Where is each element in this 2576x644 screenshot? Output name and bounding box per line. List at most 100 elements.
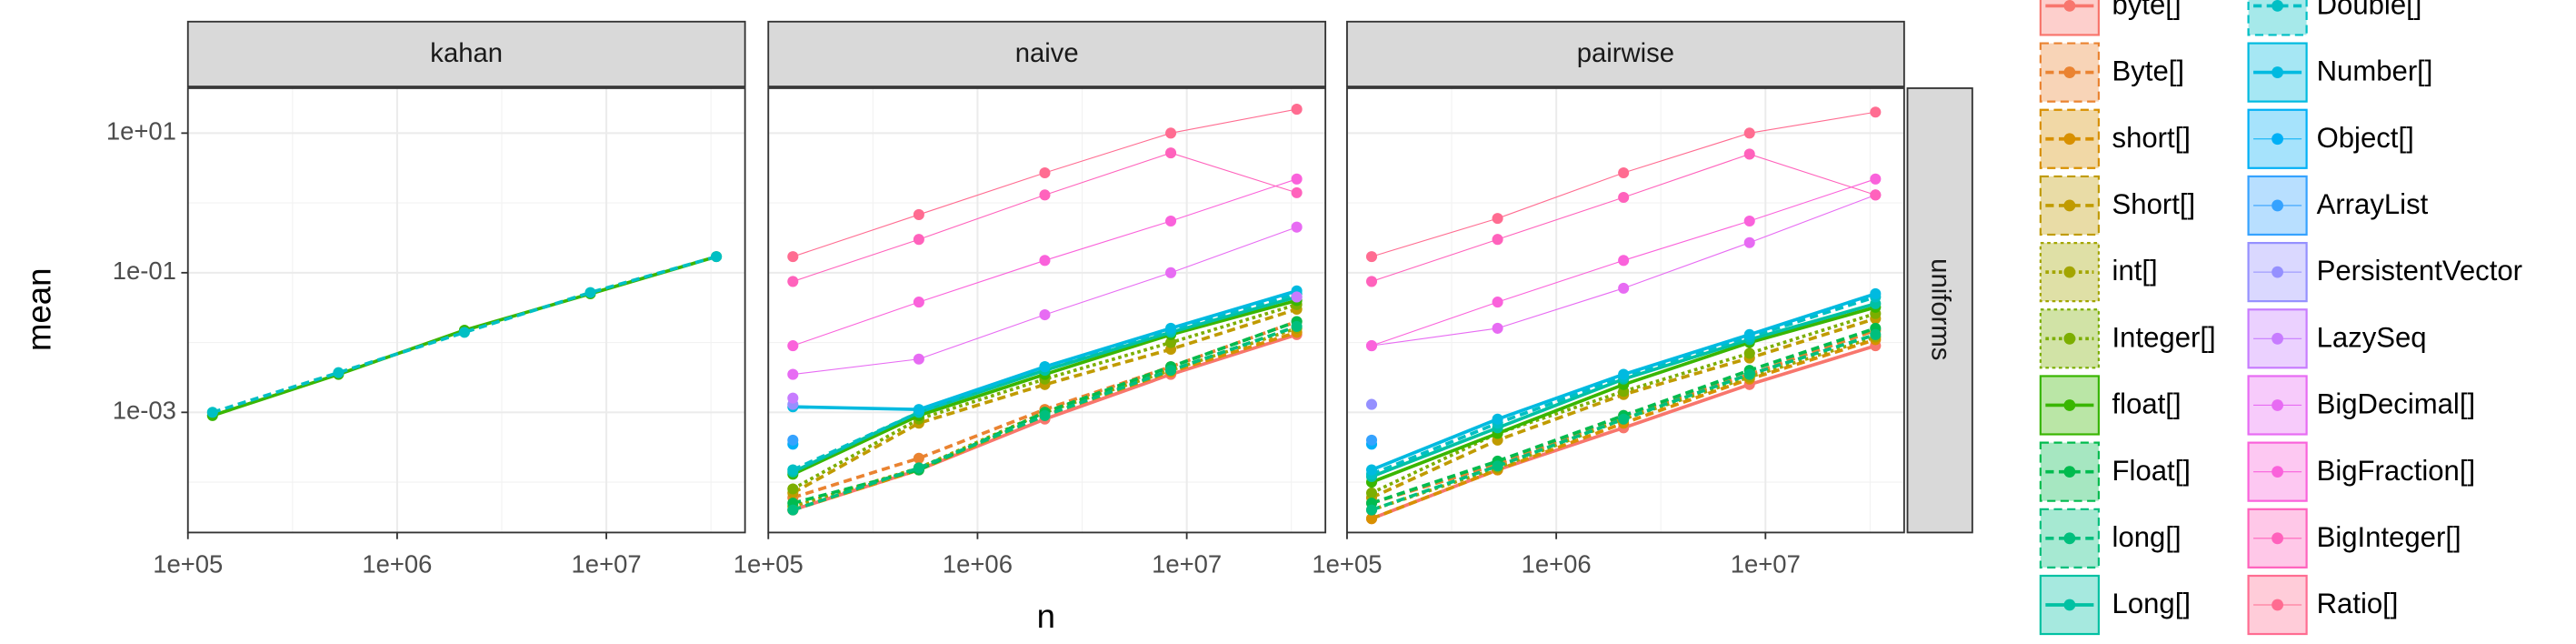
point	[787, 464, 799, 476]
legend-label: short[]	[2112, 122, 2191, 154]
legend-point	[2063, 599, 2076, 611]
point	[1039, 409, 1051, 421]
legend-label: byte[]	[2112, 0, 2182, 21]
point	[1870, 106, 1882, 118]
legend-point	[2271, 399, 2283, 411]
x-tick-label: 1e+05	[1312, 549, 1382, 578]
point	[1365, 398, 1378, 410]
panel	[187, 87, 745, 533]
legend-point	[2063, 266, 2076, 278]
point	[206, 407, 218, 418]
point	[787, 392, 799, 404]
legend-point	[2063, 399, 2076, 411]
legend-label: ArrayList	[2317, 188, 2429, 220]
legend-point	[2271, 266, 2283, 278]
point	[787, 504, 799, 516]
legend-label: BigFraction[]	[2317, 455, 2476, 487]
legend-point	[2063, 199, 2076, 212]
point	[1165, 365, 1177, 377]
legend-label: BigInteger[]	[2317, 521, 2461, 553]
x-tick-label: 1e+07	[1731, 549, 1801, 578]
legend-point	[2271, 532, 2283, 545]
series-line	[212, 255, 717, 415]
point	[1165, 267, 1177, 278]
legend-point	[2271, 66, 2283, 78]
point	[1618, 282, 1630, 294]
x-tick-label: 1e+07	[1152, 549, 1222, 578]
panel-border	[1346, 87, 1905, 534]
point	[913, 234, 924, 246]
series-line	[792, 303, 1298, 491]
point	[1039, 361, 1051, 373]
point	[913, 208, 924, 220]
legend-label: long[]	[2112, 521, 2182, 553]
point	[1165, 322, 1177, 334]
point	[1870, 287, 1882, 299]
point	[1165, 147, 1177, 159]
legend-label: Long[]	[2112, 588, 2191, 619]
point	[1492, 234, 1503, 246]
point	[458, 327, 470, 338]
point	[1365, 434, 1378, 446]
x-tick-label: 1e+06	[943, 549, 1013, 578]
point	[1618, 368, 1630, 380]
point	[787, 434, 799, 446]
legend-label: Short[]	[2112, 188, 2196, 220]
x-tick-label: 1e+05	[153, 549, 223, 578]
point	[787, 276, 799, 287]
legend-label: float[]	[2112, 388, 2182, 420]
point	[1291, 291, 1303, 303]
strip-label: kahan	[430, 39, 503, 68]
legend-point	[2063, 66, 2076, 78]
panel	[1346, 87, 1904, 533]
point	[913, 353, 924, 365]
strip-label: pairwise	[1577, 39, 1674, 68]
point	[787, 251, 799, 263]
point	[913, 462, 924, 474]
point	[1365, 504, 1378, 516]
legend-point	[2063, 0, 2076, 12]
y-tick-label: 1e-03	[113, 397, 176, 425]
legend-label: Ratio[]	[2317, 588, 2399, 619]
point	[1618, 191, 1630, 204]
legend-point	[2063, 133, 2076, 146]
x-tick-label: 1e+06	[362, 549, 432, 578]
legend-label: int[]	[2112, 255, 2158, 287]
point	[1618, 166, 1630, 179]
point	[787, 483, 799, 495]
y-tick-label: 1e-01	[113, 257, 176, 285]
point	[1365, 487, 1378, 498]
row-strip-label: uniforms	[1926, 258, 1955, 360]
point	[1618, 255, 1630, 267]
point	[1743, 328, 1755, 340]
point	[1743, 148, 1755, 160]
point	[1165, 215, 1177, 227]
strip	[1346, 20, 1905, 88]
point	[1870, 173, 1882, 185]
point	[1291, 221, 1303, 233]
point	[1870, 328, 1882, 340]
point	[1291, 173, 1303, 185]
panel-border	[186, 87, 746, 534]
legend-label: Double[]	[2317, 0, 2422, 21]
row-strip	[1906, 87, 1973, 534]
legend-label: LazySeq	[2317, 321, 2427, 353]
point	[711, 251, 723, 263]
legend-label: Float[]	[2112, 455, 2191, 487]
legend-label: BigDecimal[]	[2317, 388, 2476, 420]
legend-label: Object[]	[2317, 122, 2414, 154]
point	[913, 297, 924, 308]
point	[1365, 513, 1378, 525]
y-tick-label: 1e+01	[106, 117, 176, 146]
point	[1291, 320, 1303, 332]
y-axis-title: mean	[20, 268, 57, 351]
point	[1492, 297, 1503, 308]
point	[1365, 251, 1378, 263]
point	[1492, 213, 1503, 225]
strip-label: naive	[1015, 39, 1079, 68]
panel-border	[767, 87, 1327, 534]
point	[1039, 166, 1051, 179]
point	[584, 287, 596, 298]
legend-point	[2063, 532, 2076, 545]
